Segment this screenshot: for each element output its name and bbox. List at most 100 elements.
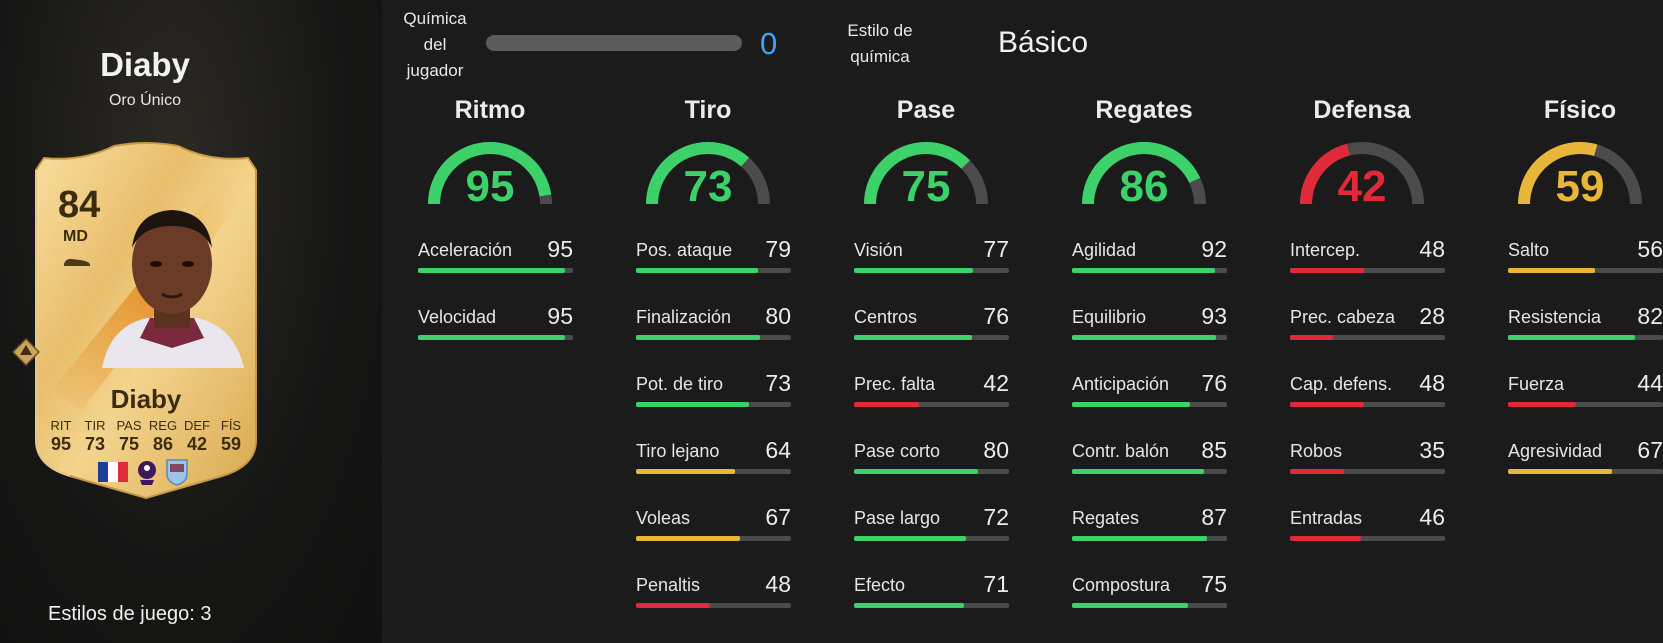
stat-row[interactable]: Robos 35 — [1290, 437, 1445, 481]
stat-value: 93 — [1201, 303, 1227, 329]
stat-value: 35 — [1419, 437, 1445, 463]
stat-bar-fill — [854, 335, 972, 340]
stat-value: 76 — [1201, 370, 1227, 396]
stat-bar-fill — [1290, 335, 1334, 340]
stat-row[interactable]: Cap. defens. 48 — [1290, 370, 1445, 414]
stat-row[interactable]: Visión 77 — [854, 236, 1009, 280]
stat-row[interactable]: Aceleración 95 — [418, 236, 573, 280]
stat-row[interactable]: Salto 56 — [1508, 236, 1663, 280]
stat-row[interactable]: Compostura 75 — [1072, 571, 1227, 615]
stat-row[interactable]: Prec. cabeza 28 — [1290, 303, 1445, 347]
stat-value: 85 — [1201, 437, 1227, 463]
stat-row[interactable]: Intercep. 48 — [1290, 236, 1445, 280]
stat-bar — [1508, 402, 1663, 407]
stat-label: Aceleración — [418, 240, 513, 260]
stat-bar — [1290, 536, 1445, 541]
stat-value: 80 — [765, 303, 791, 329]
gauge-fill — [864, 142, 988, 205]
stat-value: 72 — [983, 504, 1009, 530]
chem-style-label-line: Estilo de — [847, 21, 913, 40]
stat-label: Anticipación — [1072, 374, 1170, 394]
stat-bar — [854, 268, 1009, 273]
stat-row[interactable]: Resistencia 82 — [1508, 303, 1663, 347]
stat-value: 44 — [1637, 370, 1663, 396]
stat-row[interactable]: Agresividad 67 — [1508, 437, 1663, 481]
stat-bar — [1508, 469, 1663, 474]
stat-bar-fill — [1508, 469, 1612, 474]
stat-bar — [854, 536, 1009, 541]
gauge-fill — [428, 142, 552, 205]
card-stat-value: 42 — [186, 434, 208, 454]
stat-row[interactable]: Pot. de tiro 73 — [636, 370, 791, 414]
player-card[interactable]: 84 MD Diaby RIT TIR PAS REG DEF FÍS 95 7… — [22, 140, 270, 502]
category-title: Regates — [1095, 96, 1193, 124]
stat-row[interactable]: Pos. ataque 79 — [636, 236, 791, 280]
playstyle-badge-icon[interactable] — [12, 338, 40, 366]
stat-row[interactable]: Contr. balón 85 — [1072, 437, 1227, 481]
premier-league-icon — [138, 461, 156, 485]
card-stat-values: 95 73 75 86 42 59 — [46, 434, 246, 455]
card-stat-label: PAS — [116, 418, 142, 433]
stat-row[interactable]: Prec. falta 42 — [854, 370, 1009, 414]
stat-bar — [854, 402, 1009, 407]
playstyles-count[interactable]: Estilos de juego: 3 — [48, 603, 212, 625]
stat-label: Intercep. — [1290, 240, 1361, 260]
stat-label: Prec. falta — [854, 374, 936, 394]
stat-bar-fill — [418, 268, 566, 273]
chem-style-value[interactable]: Básico — [998, 26, 1089, 59]
stat-value: 46 — [1419, 504, 1445, 530]
stat-bar-fill — [1508, 335, 1636, 340]
stat-row[interactable]: Pase corto 80 — [854, 437, 1009, 481]
stat-bar-fill — [1290, 268, 1365, 273]
stat-label: Pos. ataque — [636, 240, 733, 260]
stat-row[interactable]: Penaltis 48 — [636, 571, 791, 615]
stat-row[interactable]: Tiro lejano 64 — [636, 437, 791, 481]
card-position: MD — [63, 228, 88, 245]
gauge-fill — [1082, 142, 1206, 205]
stat-value: 67 — [765, 504, 791, 530]
stat-bar — [418, 268, 573, 273]
stat-row[interactable]: Fuerza 44 — [1508, 370, 1663, 414]
card-stat-label: REG — [148, 418, 178, 433]
stat-row[interactable]: Finalización 80 — [636, 303, 791, 347]
gauge-fill — [646, 142, 770, 205]
stat-value: 77 — [983, 236, 1009, 262]
stat-bar — [1072, 335, 1227, 340]
stat-bar-fill — [636, 335, 760, 340]
chemistry-label-line: Química — [403, 9, 467, 28]
stat-label: Prec. cabeza — [1290, 307, 1396, 327]
gauge-fill — [1300, 142, 1424, 205]
stat-row[interactable]: Centros 76 — [854, 303, 1009, 347]
stat-value: 56 — [1637, 236, 1663, 262]
stat-bar-fill — [1290, 469, 1345, 474]
stat-bar — [854, 335, 1009, 340]
stat-bar-fill — [854, 402, 920, 407]
stat-value: 67 — [1637, 437, 1663, 463]
stat-bar — [1072, 402, 1227, 407]
stat-row[interactable]: Regates 87 — [1072, 504, 1227, 548]
stat-row[interactable]: Velocidad 95 — [418, 303, 573, 347]
stat-bar-fill — [1290, 536, 1362, 541]
stat-value: 71 — [983, 571, 1009, 597]
stat-value: 73 — [765, 370, 791, 396]
stat-row[interactable]: Anticipación 76 — [1072, 370, 1227, 414]
stat-row[interactable]: Agilidad 92 — [1072, 236, 1227, 280]
stat-row[interactable]: Equilibrio 93 — [1072, 303, 1227, 347]
stat-row[interactable]: Pase largo 72 — [854, 504, 1009, 548]
stat-bar — [636, 335, 791, 340]
card-stat-label: RIT — [50, 418, 72, 433]
stat-bar-fill — [636, 402, 750, 407]
stat-label: Agilidad — [1072, 240, 1137, 260]
stat-row[interactable]: Efecto 71 — [854, 571, 1009, 615]
stat-row[interactable]: Voleas 67 — [636, 504, 791, 548]
stat-bar — [636, 603, 791, 608]
card-stat-label: TIR — [84, 418, 106, 433]
category-rating: 42 — [1337, 162, 1387, 211]
stat-row[interactable]: Entradas 46 — [1290, 504, 1445, 548]
player-panel: Diaby Oro Único 84 MD — [0, 0, 382, 643]
stat-bar — [1072, 536, 1227, 541]
card-stat-value: 59 — [220, 434, 242, 454]
stat-bar-fill — [418, 335, 566, 340]
chem-style-label: Estilo de química — [820, 18, 940, 70]
stat-bar-fill — [636, 603, 711, 608]
